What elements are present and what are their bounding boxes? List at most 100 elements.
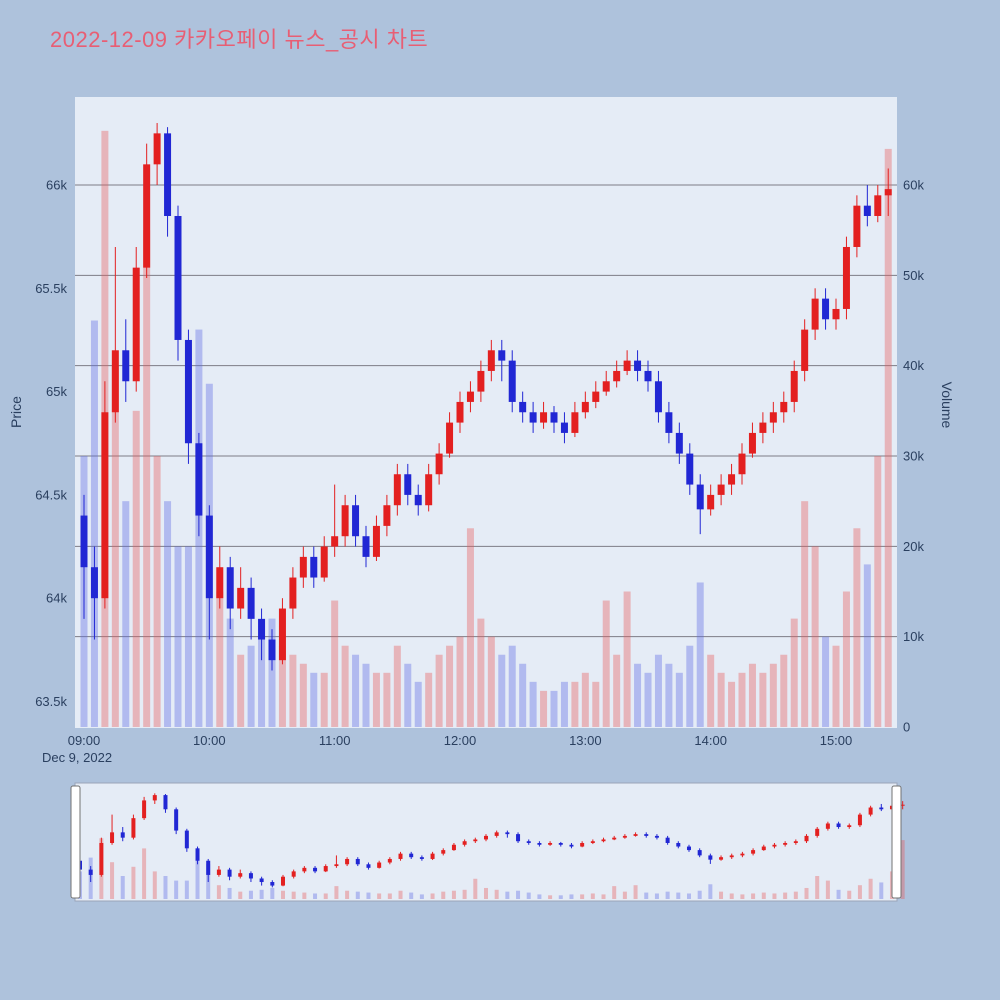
mini-candle [291, 871, 296, 877]
mini-volume-bar [580, 894, 585, 899]
candle [769, 412, 777, 423]
volume-bar [90, 320, 98, 727]
mini-volume-bar [900, 840, 905, 899]
mini-candle [206, 860, 211, 875]
candle [299, 556, 307, 578]
volume-bar [508, 645, 516, 727]
candle [80, 515, 88, 568]
mini-volume-bar [387, 893, 392, 899]
candle [164, 133, 172, 216]
volume-bar [331, 600, 339, 727]
volume-bar [289, 654, 297, 727]
mini-volume-bar [601, 894, 606, 899]
candle [519, 401, 527, 413]
mini-volume-bar [355, 891, 360, 899]
volume-bar [122, 501, 130, 727]
volume-bar [184, 546, 192, 727]
candle [822, 298, 830, 320]
volume-bar [268, 618, 276, 727]
mini-candle [847, 825, 852, 828]
volume-bar [581, 672, 589, 727]
mini-candle [612, 837, 617, 840]
volume-bar [143, 230, 151, 727]
mini-candle [280, 876, 285, 886]
candle [435, 453, 443, 475]
mini-candle [644, 834, 649, 836]
mini-volume-bar [708, 884, 713, 899]
candle [884, 189, 892, 196]
candle [247, 587, 255, 619]
mini-candle [174, 809, 179, 831]
volume-bar [613, 654, 621, 727]
candle [717, 484, 725, 495]
mini-volume-bar [836, 889, 841, 899]
volume-bar [801, 501, 809, 727]
mini-volume-bar [761, 892, 766, 899]
candle [372, 525, 380, 557]
volume-bar [832, 645, 840, 727]
candle [456, 401, 464, 423]
mini-volume-bar [772, 893, 777, 899]
mini-candle [302, 867, 307, 872]
mini-volume-bar [633, 885, 638, 899]
volume-bar [477, 618, 485, 727]
candle [654, 381, 662, 413]
volume-bar [247, 645, 255, 727]
mini-candle [451, 844, 456, 851]
mini-volume-bar [804, 887, 809, 899]
volume-bar [519, 663, 527, 727]
candle [759, 422, 767, 433]
volume-bar [822, 636, 830, 727]
mini-candle [238, 873, 243, 877]
mini-candle [857, 814, 862, 826]
mini-volume-bar [430, 893, 435, 899]
candle [613, 370, 621, 382]
volume-tick-label: 40k [903, 358, 924, 373]
mini-volume-bar [473, 878, 478, 899]
mini-volume-bar [644, 892, 649, 899]
mini-candle [558, 842, 563, 845]
candle [289, 577, 297, 609]
volume-bar [414, 681, 422, 727]
mini-candle [323, 866, 328, 872]
volume-bar [174, 546, 182, 727]
volume-bar [404, 663, 412, 727]
candle [383, 505, 391, 526]
mini-candle [772, 844, 777, 847]
mini-candle [761, 846, 766, 851]
x-tick-label: 14:00 [694, 733, 727, 748]
volume-bar [164, 501, 172, 727]
candle [226, 567, 234, 609]
mini-volume-bar [409, 892, 414, 899]
price-tick-label: 65k [46, 384, 67, 399]
rangeslider-handle-left[interactable] [70, 785, 81, 899]
candle [414, 494, 422, 506]
mini-candle [590, 841, 595, 843]
mini-volume-bar [152, 871, 157, 899]
candle [801, 329, 809, 371]
volume-bar [707, 654, 715, 727]
volume-bar [466, 528, 474, 727]
mini-volume-bar [569, 894, 574, 899]
volume-bar [853, 528, 861, 727]
mini-candle [441, 850, 446, 854]
mini-candle [163, 795, 168, 810]
mini-candle [740, 853, 745, 856]
rangeslider-handle-right[interactable] [891, 785, 902, 899]
mini-volume-bar [259, 889, 264, 899]
x-tick-label: 15:00 [820, 733, 853, 748]
mini-candle [227, 869, 232, 877]
mini-volume-bar [857, 885, 862, 899]
mini-candle [259, 878, 264, 883]
volume-bar [362, 663, 370, 727]
candle [153, 133, 161, 165]
mini-candle [836, 823, 841, 828]
mini-volume-bar [366, 892, 371, 899]
plot-area [75, 97, 897, 728]
mini-candle [879, 807, 884, 810]
mini-candle [548, 842, 553, 845]
candle [143, 164, 151, 268]
rangeslider-track[interactable] [74, 782, 898, 902]
volume-bar [425, 672, 433, 727]
